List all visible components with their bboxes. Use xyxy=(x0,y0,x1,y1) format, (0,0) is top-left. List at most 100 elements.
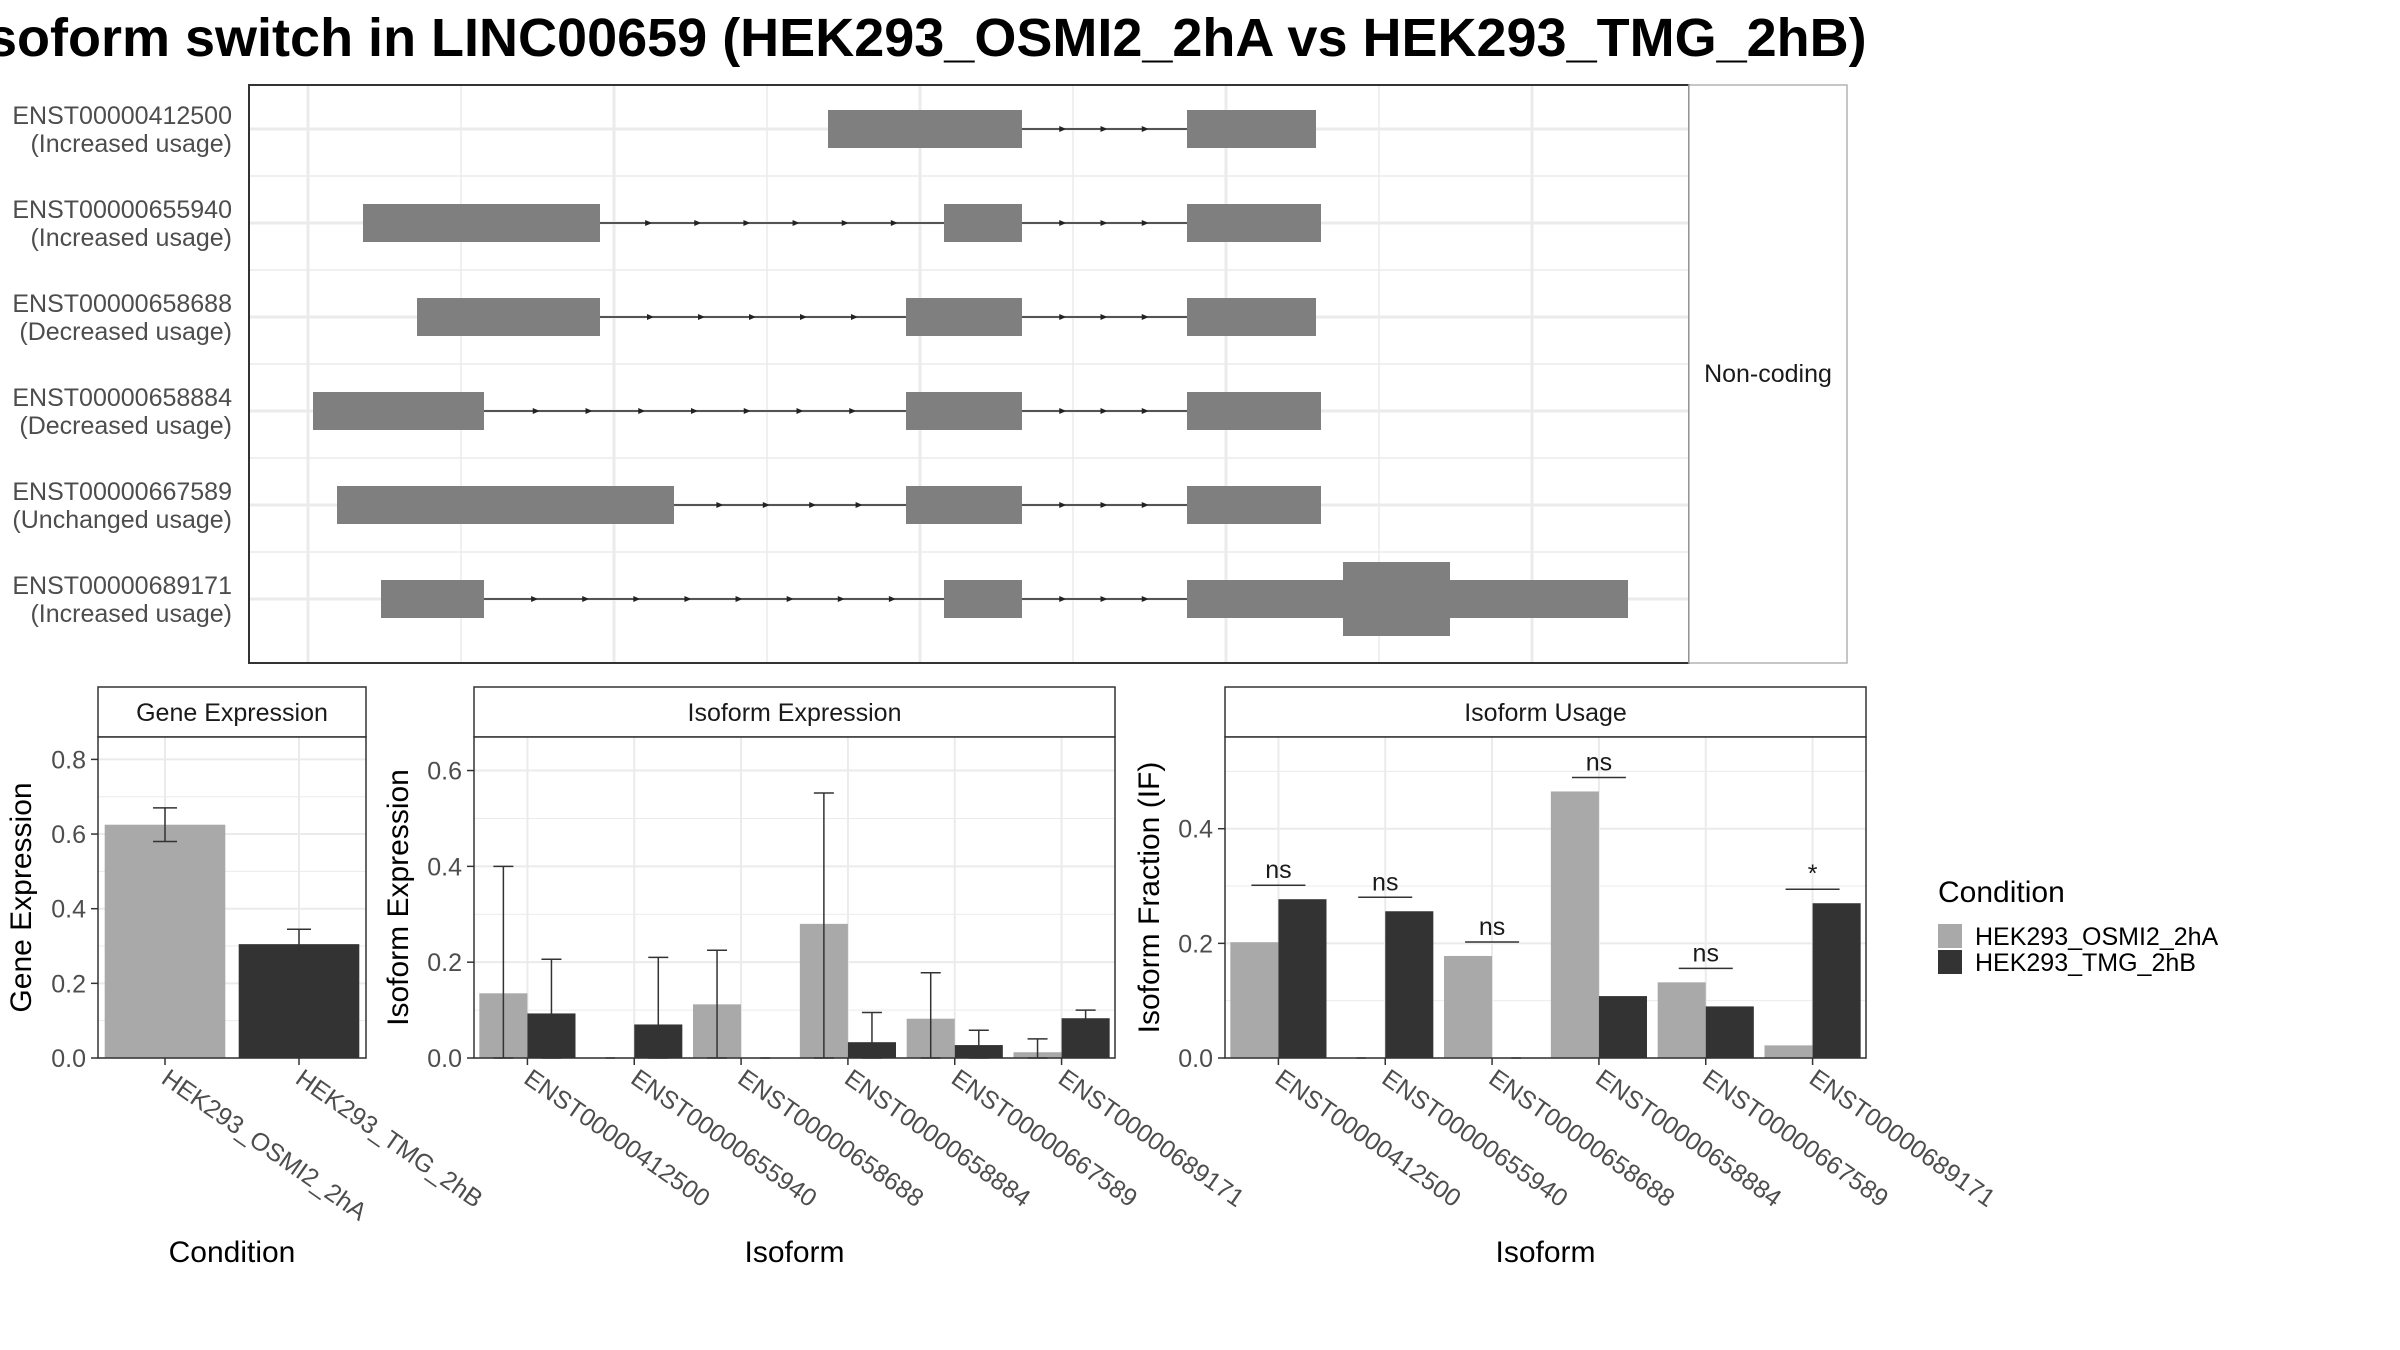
intron-arrow xyxy=(1100,314,1108,320)
x-axis-title: Isoform xyxy=(744,1236,844,1269)
transcript-id-label: ENST00000667589 xyxy=(12,478,232,506)
bar xyxy=(1657,982,1706,1058)
panel-strip xyxy=(1224,686,1867,738)
strip-label: Non-coding xyxy=(1704,360,1832,388)
exon-block xyxy=(1187,110,1316,148)
legend-entry-label: HEK293_OSMI2_2hA xyxy=(1975,923,2219,951)
intron-arrow xyxy=(532,408,540,414)
intron-arrow xyxy=(1059,596,1067,602)
intron-arrow xyxy=(837,596,845,602)
intron-arrow xyxy=(633,596,641,602)
panel-background xyxy=(1225,737,1866,1058)
intron-arrow xyxy=(743,408,751,414)
y-tick-label: 0.0 xyxy=(427,1045,462,1073)
intron-arrow xyxy=(716,502,724,508)
significance-label: ns xyxy=(1265,856,1291,884)
exon-block xyxy=(1450,580,1628,618)
transcript-id-label: ENST00000658884 xyxy=(12,384,232,412)
x-tick-label: ENST00000658688 xyxy=(1484,1064,1680,1213)
intron-arrow xyxy=(735,596,743,602)
intron-arrow xyxy=(849,408,857,414)
transcript-id-label: ENST00000412500 xyxy=(12,102,232,130)
x-tick-label: ENST00000667589 xyxy=(1697,1064,1893,1213)
y-axis-title: Gene Expression xyxy=(5,782,38,1012)
isoform-expression-panel: Isoform Expression 0.0 0.2 0.4 0.6 ENST000004… xyxy=(382,686,1249,1269)
x-tick-label: ENST00000689171 xyxy=(1053,1064,1249,1213)
intron-arrow xyxy=(851,314,858,320)
x-tick-label: ENST00000658884 xyxy=(839,1064,1035,1213)
exon-block xyxy=(944,580,1022,618)
y-axis-title: Isoform Expression xyxy=(382,769,415,1026)
intron-arrow xyxy=(1141,314,1149,320)
panel-strip-title: Gene Expression xyxy=(136,699,328,727)
intron-arrow xyxy=(638,408,646,414)
intron-arrow xyxy=(841,220,849,226)
intron-arrow xyxy=(1100,126,1108,132)
transcript-id-label: ENST00000689171 xyxy=(12,572,232,600)
exon-block xyxy=(363,204,600,242)
intron-arrow xyxy=(762,502,770,508)
intron-arrow xyxy=(890,220,898,226)
x-tick-label: ENST00000689171 xyxy=(1804,1064,2000,1213)
exon-block xyxy=(1187,580,1343,618)
x-tick-label: ENST00000655940 xyxy=(626,1064,822,1213)
exon-block xyxy=(313,392,484,430)
y-tick-label: 0.6 xyxy=(427,758,462,786)
significance-label: ns xyxy=(1586,748,1612,776)
intron-arrow xyxy=(694,220,702,226)
intron-arrow xyxy=(888,596,896,602)
x-axis-title: Isoform xyxy=(1495,1236,1595,1269)
bar xyxy=(1764,1045,1813,1058)
y-tick-label: 0.0 xyxy=(51,1045,86,1073)
y-tick-label: 0.2 xyxy=(1178,930,1213,958)
exon-block xyxy=(1187,392,1321,430)
panel-strip xyxy=(97,686,367,738)
bar xyxy=(1385,911,1434,1058)
y-tick-label: 0.4 xyxy=(427,853,462,881)
transcript-panel-background xyxy=(249,85,1689,663)
x-tick-label: ENST00000412500 xyxy=(1270,1064,1466,1213)
exon-block xyxy=(906,298,1022,336)
x-tick-label: ENST00000658884 xyxy=(1590,1064,1786,1213)
panel-strip xyxy=(473,686,1116,738)
bar xyxy=(1550,791,1599,1058)
x-tick-label: ENST00000658688 xyxy=(733,1064,929,1213)
intron-arrow xyxy=(800,314,807,320)
intron-arrow xyxy=(792,220,800,226)
exon-block xyxy=(1187,486,1321,524)
intron-arrow xyxy=(684,596,692,602)
facet-strip xyxy=(1688,84,1848,664)
exon-block xyxy=(1187,204,1321,242)
gene-expression-panel: Gene Expression0.00.20.40.60.8HEK293_OSM… xyxy=(5,686,488,1269)
intron-arrow xyxy=(1100,502,1108,508)
significance-label: * xyxy=(1808,860,1818,888)
panel-strip-title: Isoform Expression xyxy=(688,699,902,727)
intron-arrow xyxy=(1141,596,1149,602)
x-tick-label: ENST00000667589 xyxy=(946,1064,1142,1213)
exon-block xyxy=(1187,298,1316,336)
intron-arrow xyxy=(1059,126,1067,132)
intron-arrow xyxy=(1100,596,1108,602)
significance-label: ns xyxy=(1479,913,1505,941)
intron-arrow xyxy=(1100,408,1108,414)
bar xyxy=(104,824,226,1058)
intron-arrow xyxy=(647,314,654,320)
intron-arrow xyxy=(1059,220,1067,226)
y-tick-label: 0.8 xyxy=(51,746,86,774)
bar xyxy=(238,944,360,1058)
intron-arrow xyxy=(743,220,751,226)
plot-title: Isoform switch in LINC00659 (HEK293_OSMI… xyxy=(0,8,1867,68)
significance-label: ns xyxy=(1693,939,1719,967)
exon-block xyxy=(1343,562,1450,636)
exon-block xyxy=(337,486,674,524)
intron-arrow xyxy=(855,502,863,508)
transcript-usage-label: (Unchanged usage) xyxy=(12,506,232,534)
legend-swatch xyxy=(1938,924,1962,948)
bar xyxy=(1598,996,1647,1058)
intron-arrow xyxy=(786,596,794,602)
exon-block xyxy=(381,580,484,618)
transcript-id-label: ENST00000655940 xyxy=(12,196,232,224)
